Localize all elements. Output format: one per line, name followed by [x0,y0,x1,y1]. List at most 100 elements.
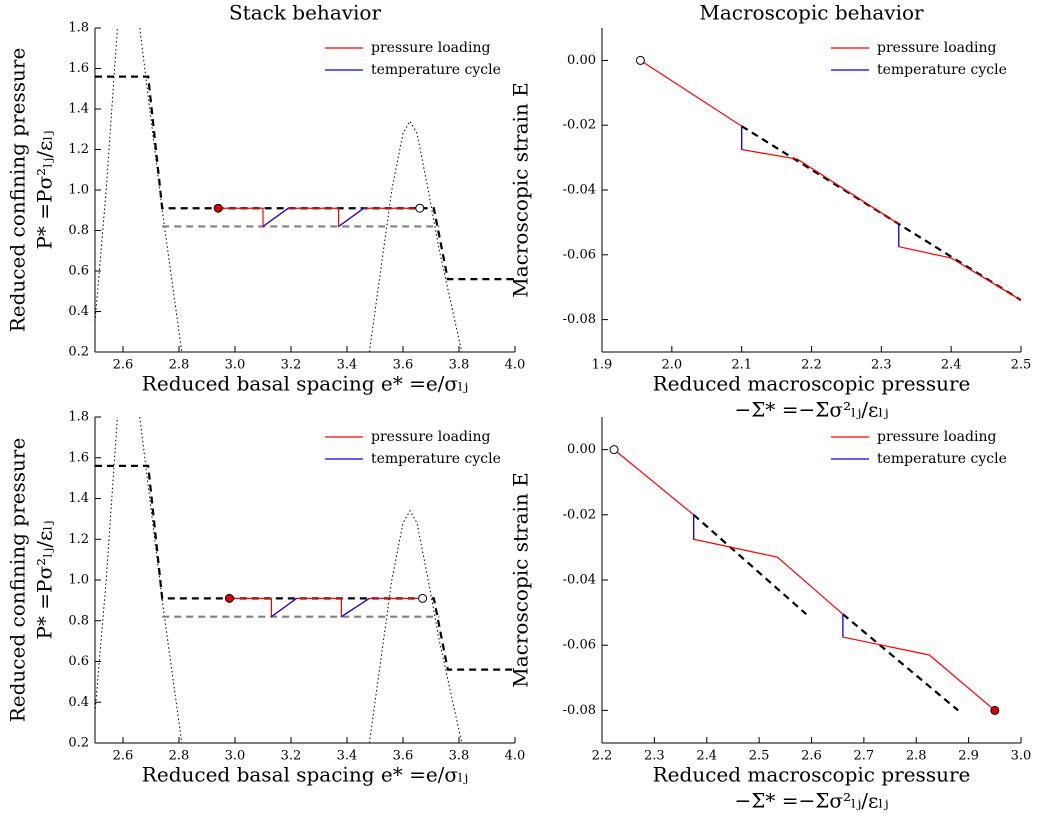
x-tick-label: 4.0 [505,358,526,373]
x-axis-label: Reduced macroscopic pressure [653,372,971,396]
y-tick-label: 0.4 [68,304,89,319]
x-tick-label: 3.0 [225,358,246,373]
subplot: Stack behavior 2.6 2.8 3.0 3.2 3.4 3.6 3.8 4.0 0.… [6,1,526,396]
y-tick-label: -0.08 [563,312,596,327]
x-tick-label: 3.8 [449,749,470,764]
x-axis-label: −Σ* =−Σσ²ₗⱼ/εₗⱼ [735,789,889,813]
legend-label: pressure loading [877,429,996,445]
x-tick-label: 2.4 [696,749,717,764]
y-tick-label: -0.04 [563,573,596,588]
y-tick-label: 1.4 [68,102,89,117]
x-tick-label: 2.7 [854,749,875,764]
y-axis-label: Reduced confining pressure [6,48,30,333]
y-tick-label: 0.6 [68,654,89,669]
x-tick-label: 3.0 [1011,749,1032,764]
marker [224,593,234,603]
legend-label: temperature cycle [877,62,1007,78]
x-tick-label: 2.3 [871,358,892,373]
legend-label: pressure loading [877,40,996,56]
plot-area [613,449,996,712]
x-tick-label: 2.0 [661,358,682,373]
x-tick-label: 2.5 [749,749,770,764]
x-tick-label: 3.2 [281,358,302,373]
series-line [693,514,844,638]
y-tick-label: 1.2 [68,532,89,547]
plot-area [640,59,1021,302]
marker [635,55,645,65]
subplot: 2.6 2.8 3.0 3.2 3.4 3.6 3.8 4.0 0.2 0.4 0.6 0.8 1.0 1… [6,410,526,787]
y-tick-label: 1.6 [68,61,89,76]
x-tick-label: 2.5 [1011,358,1032,373]
y-axis-label: P* =Pσ²ₗⱼ/εₗⱼ [33,130,57,249]
y-axis-label: Macroscopic strain E [509,472,533,688]
plot-area [95,417,515,743]
marker [415,203,425,213]
y-tick-label: -0.06 [563,247,596,262]
legend: pressure loading temperature cycle [831,40,1007,78]
x-tick-label: 2.9 [958,749,979,764]
y-tick-label: 1.4 [68,491,89,506]
series-line [741,126,900,247]
y-tick-label: 0.00 [567,53,596,68]
y-tick-label: -0.02 [563,118,596,133]
marker [213,203,223,213]
plot-area [95,28,515,352]
y-axis-label: P* =Pσ²ₗⱼ/εₗⱼ [33,520,57,639]
y-tick-label: 1.8 [68,21,89,36]
x-axis-label: Reduced macroscopic pressure [653,763,971,787]
y-axis-label: Reduced confining pressure [6,438,30,723]
marker [990,705,1000,715]
x-tick-label: 3.4 [337,358,358,373]
legend-label: temperature cycle [371,451,501,467]
series-line [271,597,370,618]
x-axis-label: Reduced basal spacing e* =e/σₗⱼ [142,763,468,787]
series-line [368,120,463,352]
x-tick-label: 2.6 [113,749,134,764]
x-tick-label: 2.6 [113,358,134,373]
y-tick-label: 0.2 [68,345,89,360]
legend-label: pressure loading [371,40,490,56]
y-tick-label: 0.6 [68,264,89,279]
y-tick-label: -0.08 [563,703,596,718]
x-tick-label: 3.8 [449,358,470,373]
subplot: 2.2 2.3 2.4 2.5 2.6 2.7 2.8 2.9 3.0 0.00 -0.02 -0.0… [509,417,1032,813]
series-line [692,513,959,712]
y-tick-label: 0.4 [68,695,89,710]
y-tick-label: 0.00 [567,442,596,457]
x-tick-label: 2.3 [644,749,665,764]
x-tick-label: 2.4 [941,358,962,373]
x-tick-label: 2.2 [801,358,822,373]
series-line [262,207,365,227]
legend-label: temperature cycle [877,451,1007,467]
y-tick-label: 1.0 [68,183,89,198]
legend-label: temperature cycle [371,62,501,78]
chart-title: Macroscopic behavior [699,1,924,25]
y-tick-label: 0.2 [68,736,89,751]
y-tick-label: 1.6 [68,450,89,465]
y-tick-label: 1.8 [68,410,89,425]
series-line [613,449,996,711]
legend: pressure loading temperature cycle [831,429,1007,467]
x-axis-label: −Σ* =−Σσ²ₗⱼ/εₗⱼ [735,398,889,422]
y-tick-label: -0.06 [563,638,596,653]
x-tick-label: 3.4 [337,749,358,764]
x-tick-label: 2.8 [169,749,190,764]
x-tick-label: 2.2 [592,749,613,764]
series-line [95,417,183,743]
subplot: Macroscopic behavior 1.9 2.0 2.1 2.2 2.3 2.4 2.… [509,1,1032,422]
legend: pressure loading temperature cycle [325,40,501,78]
series-line [741,125,1021,302]
x-tick-label: 2.1 [731,358,752,373]
x-axis-label: Reduced basal spacing e* =e/σₗⱼ [142,372,468,396]
chart-title: Stack behavior [229,1,382,25]
x-tick-label: 3.6 [393,358,414,373]
series-line [95,75,515,281]
x-tick-label: 1.9 [592,358,613,373]
x-tick-label: 4.0 [505,749,526,764]
y-tick-label: 0.8 [68,223,89,238]
legend-label: pressure loading [371,429,490,445]
y-tick-label: 1.2 [68,142,89,157]
series-line [640,59,1021,301]
x-tick-label: 2.8 [169,358,190,373]
x-tick-label: 3.2 [281,749,302,764]
